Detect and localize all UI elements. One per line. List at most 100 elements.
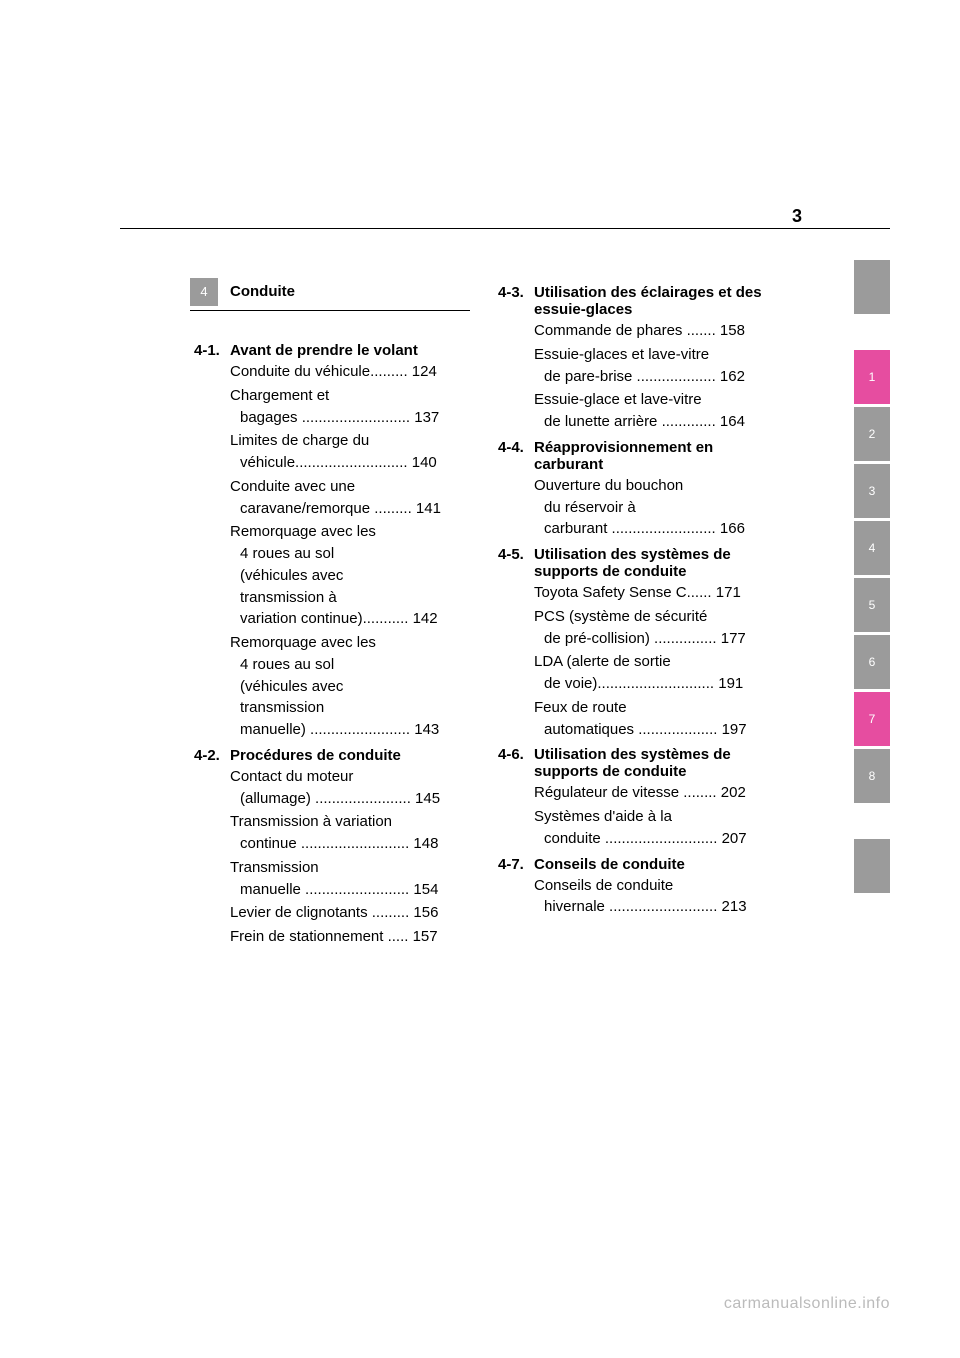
toc-entry-line: conduite ........................... 207 — [534, 828, 778, 850]
toc-entries: Commande de phares ....... 158Essuie-gla… — [534, 320, 778, 433]
top-rule — [120, 228, 890, 229]
section-rule — [190, 310, 470, 311]
toc-entry-line: de lunette arrière ............. 164 — [534, 411, 778, 433]
toc-entry-line: Essuie-glace et lave-vitre — [534, 389, 778, 411]
toc-entry[interactable]: Régulateur de vitesse ........ 202 — [534, 782, 778, 804]
toc-entry-line: 4 roues au sol — [230, 654, 474, 676]
toc-subsection-title: Utilisation des systèmes de supports de … — [534, 746, 778, 780]
toc-subsection-heading: 4-3.Utilisation des éclairages et des es… — [498, 284, 778, 318]
toc-subsection-title: Avant de prendre le volant — [230, 342, 418, 359]
sidebar-tab-5[interactable]: 5 — [854, 578, 890, 632]
toc-entry[interactable]: Levier de clignotants ......... 156 — [230, 902, 474, 924]
toc-entry-line: Toyota Safety Sense C...... 171 — [534, 582, 778, 604]
toc-entry[interactable]: Limites de charge duvéhicule............… — [230, 430, 474, 474]
toc-subsection-heading: 4-7.Conseils de conduite — [498, 856, 778, 873]
toc-entry[interactable]: Essuie-glace et lave-vitrede lunette arr… — [534, 389, 778, 433]
right-column: 4-3.Utilisation des éclairages et des es… — [498, 278, 778, 918]
toc-entry[interactable]: Conduite du véhicule......... 124 — [230, 361, 474, 383]
toc-entry-line: manuelle) ........................ 143 — [230, 719, 474, 741]
sidebar-blank-bottom — [854, 839, 890, 893]
toc-entry-line: bagages .......................... 137 — [230, 407, 474, 429]
page-number: 3 — [792, 206, 802, 227]
toc-entry-line: Commande de phares ....... 158 — [534, 320, 778, 342]
sidebar-tabs: 12345678 — [854, 260, 890, 896]
toc-subsection-number: 4-1. — [194, 342, 230, 359]
sidebar-tab-1[interactable]: 1 — [854, 350, 890, 404]
toc-entry-line: de voie)............................ 191 — [534, 673, 778, 695]
toc-entries: Régulateur de vitesse ........ 202Systèm… — [534, 782, 778, 849]
toc-entry-line: Transmission à variation — [230, 811, 474, 833]
toc-entry-line: Frein de stationnement ..... 157 — [230, 926, 474, 948]
toc-entry-line: du réservoir à — [534, 497, 778, 519]
toc-entry-line: Transmission — [230, 857, 474, 879]
toc-entry-line: variation continue)........... 142 — [230, 608, 474, 630]
toc-entry[interactable]: Transmissionmanuelle ...................… — [230, 857, 474, 901]
sidebar-tab-2[interactable]: 2 — [854, 407, 890, 461]
toc-subsection-title: Utilisation des éclairages et des essuie… — [534, 284, 778, 318]
toc-entry[interactable]: Toyota Safety Sense C...... 171 — [534, 582, 778, 604]
toc-subsection-heading: 4-1.Avant de prendre le volant — [194, 342, 474, 359]
toc-entry-line: (allumage) ....................... 145 — [230, 788, 474, 810]
toc-entry-line: transmission — [230, 697, 474, 719]
toc-entry-line: PCS (système de sécurité — [534, 606, 778, 628]
toc-entry[interactable]: Essuie-glaces et lave-vitrede pare-brise… — [534, 344, 778, 388]
toc-entry-line: de pare-brise ................... 162 — [534, 366, 778, 388]
toc-entry-line: hivernale .......................... 213 — [534, 896, 778, 918]
toc-entry[interactable]: Conduite avec unecaravane/remorque .....… — [230, 476, 474, 520]
sidebar-blank-top — [854, 260, 890, 314]
toc-entry-line: caravane/remorque ......... 141 — [230, 498, 474, 520]
sidebar-tab-6[interactable]: 6 — [854, 635, 890, 689]
sidebar-tab-3[interactable]: 3 — [854, 464, 890, 518]
sidebar-tab-7[interactable]: 7 — [854, 692, 890, 746]
toc-entry-line: continue .......................... 148 — [230, 833, 474, 855]
toc-entry-line: Essuie-glaces et lave-vitre — [534, 344, 778, 366]
sidebar-tab-8[interactable]: 8 — [854, 749, 890, 803]
toc-entry[interactable]: Commande de phares ....... 158 — [534, 320, 778, 342]
toc-subsection-title: Utilisation des systèmes de supports de … — [534, 546, 778, 580]
toc-entry-line: Levier de clignotants ......... 156 — [230, 902, 474, 924]
left-column: 4-1.Avant de prendre le volant Conduite d… — [194, 336, 474, 948]
toc-entry-line: Régulateur de vitesse ........ 202 — [534, 782, 778, 804]
toc-entry-line: Conduite du véhicule......... 124 — [230, 361, 474, 383]
section-title: Conduite — [230, 283, 295, 300]
toc-entry-line: Conseils de conduite — [534, 875, 778, 897]
sidebar-tab-label: 5 — [854, 578, 890, 632]
sidebar-tab-label: 6 — [854, 635, 890, 689]
toc-entry-line: Remorquage avec les — [230, 521, 474, 543]
toc-subsection-number: 4-2. — [194, 747, 230, 764]
toc-entry-line: Conduite avec une — [230, 476, 474, 498]
toc-entries: Contact du moteur(allumage) ............… — [230, 766, 474, 948]
toc-entry-line: Feux de route — [534, 697, 778, 719]
toc-entry[interactable]: Transmission à variationcontinue .......… — [230, 811, 474, 855]
toc-entry[interactable]: Ouverture du bouchondu réservoir àcarbur… — [534, 475, 778, 540]
toc-entry[interactable]: Remorquage avec les4 roues au sol(véhicu… — [230, 632, 474, 741]
sidebar-tab-label: 4 — [854, 521, 890, 575]
toc-entry-line: Remorquage avec les — [230, 632, 474, 654]
sidebar-tab-label: 3 — [854, 464, 890, 518]
toc-entry-line: manuelle ......................... 154 — [230, 879, 474, 901]
toc-entry[interactable]: PCS (système de sécuritéde pré-collision… — [534, 606, 778, 650]
toc-entry[interactable]: Chargement etbagages ...................… — [230, 385, 474, 429]
toc-entry-line: (véhicules avec — [230, 676, 474, 698]
toc-entry-line: Chargement et — [230, 385, 474, 407]
toc-entry-line: Contact du moteur — [230, 766, 474, 788]
toc-entries: Toyota Safety Sense C...... 171PCS (syst… — [534, 582, 778, 740]
toc-entry[interactable]: Systèmes d'aide à laconduite ...........… — [534, 806, 778, 850]
toc-subsection-title: Conseils de conduite — [534, 856, 685, 873]
toc-entry[interactable]: LDA (alerte de sortiede voie)...........… — [534, 651, 778, 695]
toc-entry[interactable]: Conseils de conduitehivernale ..........… — [534, 875, 778, 919]
toc-subsection-heading: 4-2.Procédures de conduite — [194, 747, 474, 764]
section-header: 4 Conduite — [190, 278, 470, 326]
toc-entry-line: 4 roues au sol — [230, 543, 474, 565]
toc-entry-line: LDA (alerte de sortie — [534, 651, 778, 673]
watermark: carmanualsonline.info — [724, 1295, 890, 1313]
toc-entry[interactable]: Frein de stationnement ..... 157 — [230, 926, 474, 948]
toc-subsection-number: 4-7. — [498, 856, 534, 873]
toc-entry[interactable]: Remorquage avec les4 roues au sol(véhicu… — [230, 521, 474, 630]
toc-entry[interactable]: Feux de routeautomatiques ..............… — [534, 697, 778, 741]
sidebar-tab-label: 8 — [854, 749, 890, 803]
toc-entry[interactable]: Contact du moteur(allumage) ............… — [230, 766, 474, 810]
sidebar-tab-4[interactable]: 4 — [854, 521, 890, 575]
toc-entry-line: carburant ......................... 166 — [534, 518, 778, 540]
section-tab-number: 4 — [190, 278, 218, 306]
